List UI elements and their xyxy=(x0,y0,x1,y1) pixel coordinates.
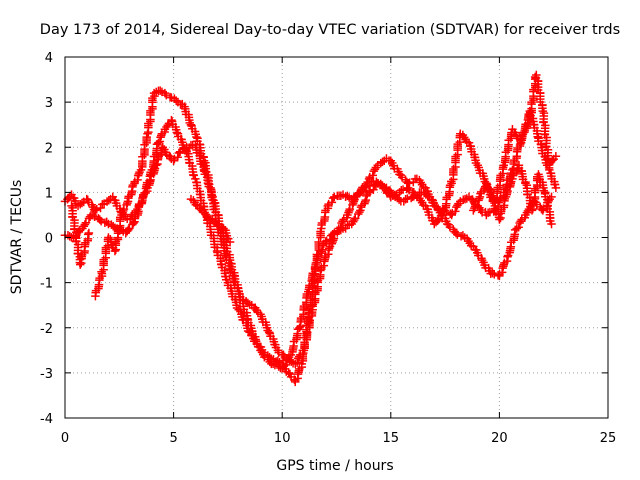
data-point xyxy=(327,198,337,207)
data-point xyxy=(353,189,362,199)
data-point xyxy=(316,266,325,275)
data-point xyxy=(143,129,152,138)
data-point xyxy=(254,342,264,352)
x-tick-label: 5 xyxy=(169,431,177,446)
data-point xyxy=(125,215,135,224)
y-tick-label: -2 xyxy=(40,322,53,337)
data-points xyxy=(60,70,561,387)
data-point xyxy=(142,132,151,142)
data-point xyxy=(321,237,330,247)
data-point xyxy=(551,152,561,161)
data-point xyxy=(300,339,309,349)
chart-title: Day 173 of 2014, Sidereal Day-to-day VTE… xyxy=(40,22,620,38)
data-point xyxy=(547,219,556,229)
data-point xyxy=(434,215,443,224)
data-point xyxy=(548,156,557,165)
data-point xyxy=(533,132,542,142)
y-tick-label: 1 xyxy=(45,186,53,201)
data-point xyxy=(84,228,94,238)
x-tick-label: 20 xyxy=(491,431,508,446)
y-tick-label: 3 xyxy=(45,96,53,111)
data-point xyxy=(350,213,360,223)
data-point xyxy=(345,204,355,214)
data-point xyxy=(360,183,369,193)
data-point xyxy=(270,360,280,370)
data-point xyxy=(173,153,182,162)
data-point xyxy=(154,138,163,147)
data-point xyxy=(172,128,182,137)
data-point xyxy=(225,237,235,247)
data-point xyxy=(369,185,378,195)
data-point xyxy=(305,281,314,290)
data-point xyxy=(91,206,100,215)
y-tick-label: 0 xyxy=(45,232,53,247)
x-tick-label: 15 xyxy=(383,431,400,446)
data-point xyxy=(336,222,345,232)
data-point xyxy=(551,183,561,193)
data-point xyxy=(495,215,504,224)
data-point xyxy=(364,188,374,197)
x-tick-label: 25 xyxy=(600,431,617,446)
y-axis-label: SDTVAR / TECUs xyxy=(9,180,25,295)
data-point xyxy=(192,132,201,142)
data-point xyxy=(514,222,523,232)
data-point xyxy=(503,186,512,196)
data-point xyxy=(110,246,120,256)
data-point xyxy=(138,195,147,205)
data-point xyxy=(243,326,253,336)
data-point xyxy=(174,148,184,158)
data-point xyxy=(314,237,323,247)
data-point xyxy=(119,204,129,214)
data-point xyxy=(129,218,138,228)
data-point xyxy=(451,207,460,216)
data-point xyxy=(189,171,198,180)
data-point xyxy=(295,323,304,332)
data-point xyxy=(521,120,530,129)
data-point xyxy=(124,225,133,234)
data-point xyxy=(292,358,302,367)
data-point xyxy=(354,188,363,198)
data-point xyxy=(92,204,102,214)
data-point xyxy=(308,268,318,278)
data-point xyxy=(191,174,200,184)
data-point xyxy=(518,132,527,141)
data-point xyxy=(322,236,331,245)
data-point xyxy=(206,183,215,193)
data-point xyxy=(471,200,481,209)
data-point xyxy=(229,276,238,286)
data-point xyxy=(361,182,371,191)
data-point xyxy=(527,206,537,215)
data-point xyxy=(204,180,214,189)
y-tick-label: -4 xyxy=(40,412,53,427)
data-point xyxy=(305,316,315,325)
x-tick-label: 0 xyxy=(61,431,69,446)
data-point xyxy=(81,218,91,227)
y-tick-label: -3 xyxy=(40,367,53,382)
data-point xyxy=(433,216,442,226)
data-point xyxy=(302,327,312,337)
y-tick-label: 2 xyxy=(45,141,53,156)
y-tick-label: -1 xyxy=(40,277,53,292)
x-axis-label: GPS time / hours xyxy=(276,458,393,474)
x-tick-label: 10 xyxy=(274,431,291,446)
y-tick-label: 4 xyxy=(45,51,53,66)
data-point xyxy=(437,211,447,220)
data-point xyxy=(75,260,85,269)
data-point xyxy=(550,180,560,189)
